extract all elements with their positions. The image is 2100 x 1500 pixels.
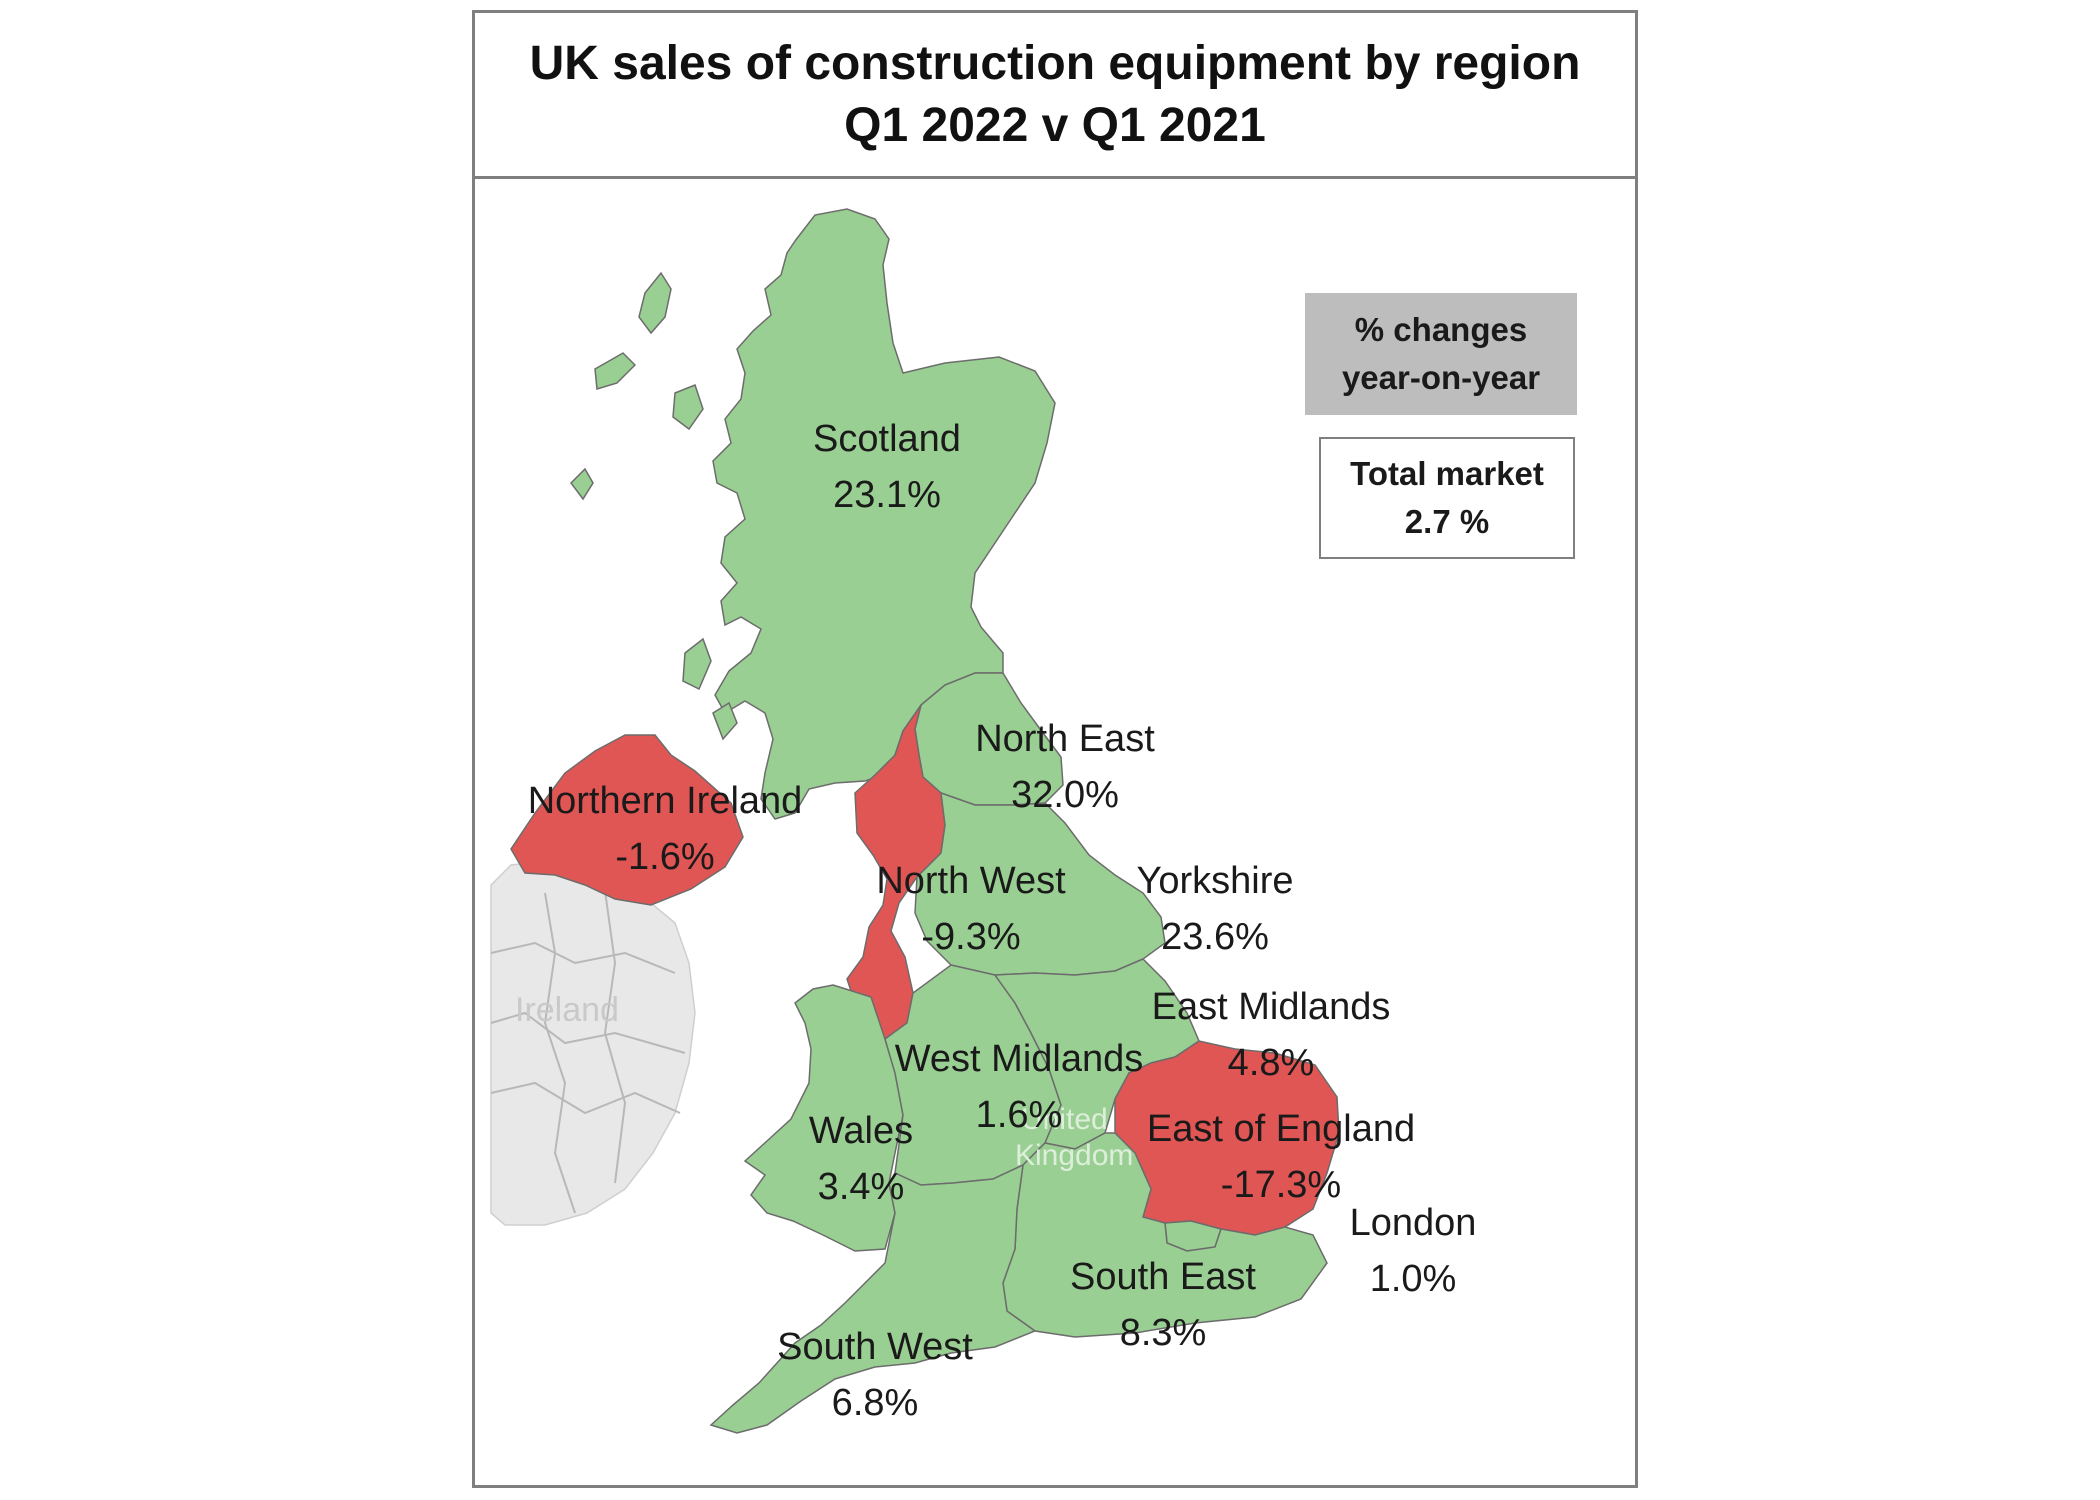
region-south-west	[709, 1163, 1037, 1434]
label-east-midlands-name: East Midlands	[1151, 986, 1391, 1028]
region-north-west	[846, 704, 946, 1041]
region-northern-ireland	[510, 734, 744, 906]
legend-line-2: year-on-year	[1341, 359, 1541, 396]
label-east-of-england-value: -17.3%	[1220, 1164, 1342, 1206]
label-east-midlands: East Midlands 4.8%	[1152, 979, 1391, 1091]
label-north-west-value: -9.3%	[921, 916, 1021, 958]
label-west-midlands-name: West Midlands	[894, 1038, 1144, 1080]
label-yorkshire-name: Yorkshire	[1136, 860, 1294, 902]
title-box: UK sales of construction equipment by re…	[475, 13, 1635, 179]
chart-frame: UK sales of construction equipment by re…	[472, 10, 1638, 1488]
islands-west-5	[682, 637, 712, 691]
total-market-value: 2.7 %	[1404, 503, 1490, 540]
total-market-box: Total market 2.7 %	[1319, 437, 1575, 559]
label-north-east: North East 32.0%	[975, 711, 1155, 823]
label-london: London 1.0%	[1350, 1195, 1477, 1307]
label-south-west: South West 6.8%	[777, 1319, 973, 1431]
label-north-west-name: North West	[876, 860, 1066, 902]
label-northern-ireland-name: Northern Ireland	[527, 780, 803, 822]
label-north-east-name: North East	[975, 718, 1155, 760]
uk-basemap-label-1: United	[1021, 1103, 1108, 1136]
label-south-east-name: South East	[1070, 1256, 1256, 1298]
label-east-of-england: East of England -17.3%	[1147, 1101, 1415, 1213]
label-northern-ireland-value: -1.6%	[615, 836, 715, 878]
label-london-value: 1.0%	[1369, 1258, 1457, 1300]
total-market-label: Total market	[1350, 455, 1544, 492]
label-east-midlands-value: 4.8%	[1227, 1042, 1315, 1084]
label-northern-ireland: Northern Ireland -1.6%	[528, 773, 803, 885]
region-ireland	[490, 860, 696, 1226]
label-south-east-value: 8.3%	[1119, 1312, 1207, 1354]
islands-west-2	[594, 352, 637, 390]
label-wales-value: 3.4%	[817, 1166, 905, 1208]
uk-map	[490, 208, 1340, 1434]
label-wales-name: Wales	[808, 1110, 914, 1152]
label-north-west: North West -9.3%	[876, 853, 1065, 965]
label-south-east: South East 8.3%	[1070, 1249, 1256, 1361]
label-north-east-value: 32.0%	[1011, 774, 1119, 816]
label-scotland-name: Scotland	[813, 418, 961, 460]
islands-west-6	[712, 701, 738, 741]
uk-basemap-label-2: Kingdom	[1015, 1139, 1134, 1172]
label-east-of-england-name: East of England	[1146, 1108, 1416, 1150]
islands-west-3	[672, 384, 704, 431]
label-london-name: London	[1349, 1202, 1477, 1244]
label-yorkshire-value: 23.6%	[1161, 916, 1269, 958]
label-yorkshire: Yorkshire 23.6%	[1136, 853, 1293, 965]
title-line-1: UK sales of construction equipment by re…	[529, 36, 1581, 90]
label-west-midlands: West Midlands 1.6%	[895, 1031, 1144, 1143]
title-line-2: Q1 2022 v Q1 2021	[844, 98, 1266, 152]
ireland-basemap-label: Ireland	[515, 991, 619, 1029]
label-south-west-value: 6.8%	[831, 1382, 919, 1424]
region-scotland	[712, 208, 1056, 820]
label-west-midlands-value: 1.6%	[975, 1094, 1063, 1136]
ireland-county-lines	[490, 890, 686, 1214]
islands-west-4	[570, 467, 594, 501]
label-wales: Wales 3.4%	[809, 1103, 913, 1215]
legend-line-1: % changes	[1354, 311, 1528, 348]
legend-heading-box: % changes year-on-year	[1305, 293, 1577, 415]
label-scotland-value: 23.1%	[833, 474, 941, 516]
label-south-west-name: South West	[777, 1326, 973, 1368]
islands-west-1	[638, 271, 672, 335]
label-scotland: Scotland 23.1%	[813, 411, 961, 523]
